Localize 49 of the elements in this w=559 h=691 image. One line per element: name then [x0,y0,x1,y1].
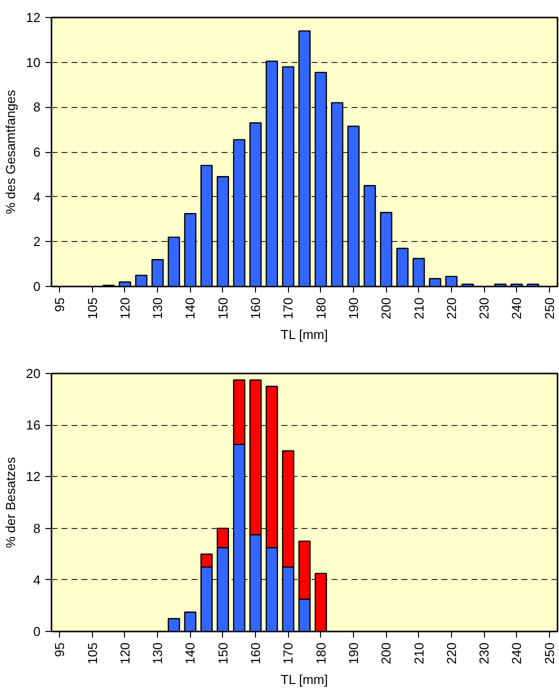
y-tick-label: 2 [33,234,41,250]
x-tick-label: 200 [378,642,394,664]
x-tick-label: 230 [476,297,492,320]
x-tick-label: 105 [84,297,100,320]
x-axis-title: TL [mm] [280,672,328,688]
x-tick-label: 150 [215,297,230,320]
x-tick-label: 210 [411,297,426,320]
x-tick-label: 120 [117,297,132,320]
x-tick-label: 190 [346,297,361,320]
y-tick-label: 16 [26,418,41,433]
y-axis-title: % der Besatzes [3,456,18,548]
x-tick-label: 170 [280,297,296,320]
x-tick-label: 160 [248,642,264,664]
x-tick-label: 190 [346,642,361,664]
x-tick-label: 120 [117,642,132,664]
x-tick-label: 250 [542,642,557,664]
x-tick-label: 170 [280,642,296,664]
x-tick-label: 250 [542,297,557,320]
y-tick-label: 12 [26,469,41,484]
y-tick-label: 10 [26,54,41,70]
x-tick-label: 130 [150,642,166,664]
y-tick-label: 20 [26,366,41,381]
x-tick-label: 200 [378,297,394,320]
y-tick-label: 8 [33,100,41,115]
x-tick-label: 95 [52,642,68,657]
x-tick-label: 160 [248,297,264,320]
x-tick-label: 150 [215,642,230,664]
y-tick-label: 0 [33,624,41,639]
x-tick-label: 220 [444,297,459,320]
x-tick-label: 105 [84,642,100,664]
y-tick-label: 0 [33,279,41,294]
x-tick-label: 130 [150,297,166,320]
x-tick-label: 140 [182,297,198,320]
x-tick-label: 210 [411,642,426,664]
x-axis-title: TL [mm] [280,327,328,342]
y-axis-title: % des Gesamtfanges [3,89,18,214]
y-tick-label: 8 [33,520,41,536]
x-tick-label: 180 [313,297,328,320]
x-tick-label: 230 [476,642,492,664]
x-tick-label: 220 [444,642,459,664]
x-tick-label: 240 [509,642,524,664]
x-tick-label: 140 [182,642,198,664]
y-tick-label: 12 [26,10,41,25]
x-tick-label: 240 [509,297,524,320]
x-tick-label: 180 [313,642,328,664]
x-tick-label: 95 [52,297,68,312]
y-tick-label: 6 [33,144,41,160]
y-tick-label: 4 [33,572,41,588]
y-tick-label: 4 [33,189,41,204]
